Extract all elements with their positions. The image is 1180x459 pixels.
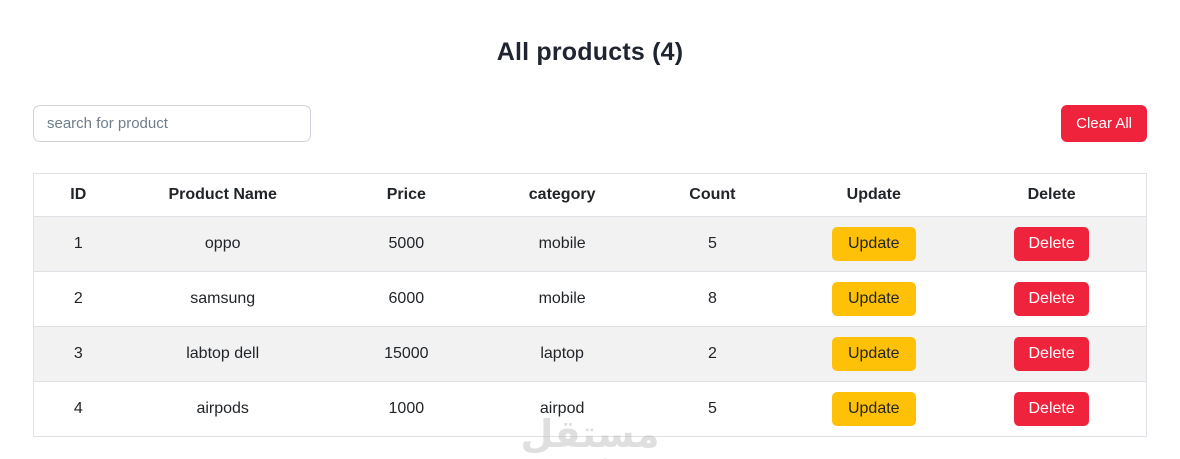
delete-button[interactable]: Delete bbox=[1014, 392, 1089, 426]
page-title: All products (4) bbox=[496, 38, 684, 66]
cell-id: 2 bbox=[33, 271, 123, 327]
products-table: ID Product Name Price category Count Upd… bbox=[33, 173, 1147, 437]
cell-category: airpod bbox=[489, 381, 635, 437]
header-delete: Delete bbox=[957, 173, 1147, 217]
header-count: Count bbox=[634, 173, 791, 217]
cell-product-name: airpods bbox=[122, 381, 323, 437]
update-button[interactable]: Update bbox=[831, 392, 916, 426]
header-id: ID bbox=[33, 173, 123, 217]
cell-category: laptop bbox=[489, 326, 635, 382]
table-row: 4 airpods 1000 airpod 5 Update Delete bbox=[33, 381, 1147, 437]
clear-all-button[interactable]: Clear All bbox=[1061, 105, 1147, 142]
header-update: Update bbox=[790, 173, 958, 217]
cell-category: mobile bbox=[489, 216, 635, 272]
delete-button[interactable]: Delete bbox=[1014, 282, 1089, 316]
cell-id: 3 bbox=[33, 326, 123, 382]
header-category: category bbox=[489, 173, 635, 217]
cell-count: 5 bbox=[634, 216, 791, 272]
update-button[interactable]: Update bbox=[831, 282, 916, 316]
table-header-row: ID Product Name Price category Count Upd… bbox=[33, 173, 1147, 217]
table-row: 2 samsung 6000 mobile 8 Update Delete bbox=[33, 271, 1147, 327]
cell-price: 15000 bbox=[322, 326, 490, 382]
cell-category: mobile bbox=[489, 271, 635, 327]
cell-id: 4 bbox=[33, 381, 123, 437]
cell-count: 8 bbox=[634, 271, 791, 327]
header-price: Price bbox=[322, 173, 490, 217]
controls-bar: Clear All bbox=[33, 105, 1147, 142]
update-button[interactable]: Update bbox=[831, 337, 916, 371]
header-product-name: Product Name bbox=[122, 173, 323, 217]
cell-price: 1000 bbox=[322, 381, 490, 437]
delete-button[interactable]: Delete bbox=[1014, 337, 1089, 371]
cell-price: 5000 bbox=[322, 216, 490, 272]
cell-count: 2 bbox=[634, 326, 791, 382]
table-row: 1 oppo 5000 mobile 5 Update Delete bbox=[33, 216, 1147, 272]
cell-id: 1 bbox=[33, 216, 123, 272]
update-button[interactable]: Update bbox=[831, 227, 916, 261]
cell-product-name: labtop dell bbox=[122, 326, 323, 382]
cell-price: 6000 bbox=[322, 271, 490, 327]
products-page: All products (4) Clear All ID Product Na… bbox=[0, 38, 1180, 437]
delete-button[interactable]: Delete bbox=[1014, 227, 1089, 261]
table-row: 3 labtop dell 15000 laptop 2 Update Dele… bbox=[33, 326, 1147, 382]
cell-count: 5 bbox=[634, 381, 791, 437]
cell-product-name: samsung bbox=[122, 271, 323, 327]
search-input[interactable] bbox=[33, 105, 311, 142]
cell-product-name: oppo bbox=[122, 216, 323, 272]
